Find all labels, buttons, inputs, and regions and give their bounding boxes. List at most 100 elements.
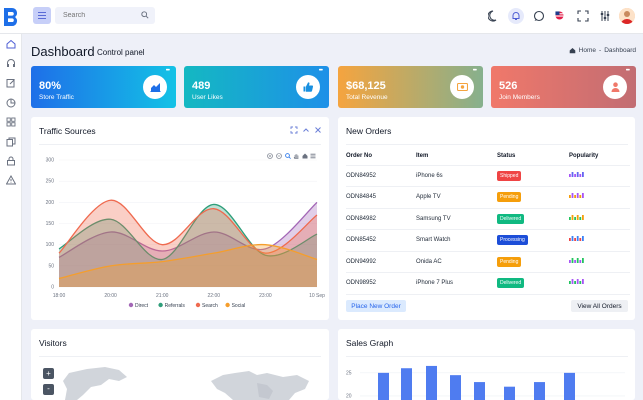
close-icon[interactable] bbox=[314, 126, 322, 134]
popularity-sparkline bbox=[569, 257, 584, 263]
breadcrumb-home-link[interactable]: Home bbox=[578, 47, 597, 54]
divider bbox=[39, 356, 321, 357]
grid-icon[interactable] bbox=[6, 117, 16, 127]
bar[interactable] bbox=[450, 375, 461, 400]
chart-menu-icon[interactable] bbox=[310, 153, 316, 159]
lock-icon[interactable] bbox=[6, 156, 16, 166]
dark-mode-moon-icon[interactable] bbox=[488, 10, 500, 22]
money-icon bbox=[456, 83, 468, 91]
stat-card-total-revenue[interactable]: ••• $68,125 Total Revenue bbox=[338, 66, 483, 108]
legend-label[interactable]: Social bbox=[232, 303, 246, 309]
zoom-out-icon[interactable] bbox=[276, 153, 282, 159]
order-id[interactable]: ODN84982 bbox=[346, 208, 416, 230]
status-badge: Processing bbox=[497, 235, 528, 246]
legend-marker[interactable] bbox=[195, 302, 201, 308]
bar[interactable] bbox=[474, 382, 485, 400]
more-options-icon[interactable]: ••• bbox=[165, 68, 170, 74]
legend-marker[interactable] bbox=[158, 302, 163, 308]
bar[interactable] bbox=[378, 372, 389, 400]
headphones-icon[interactable] bbox=[6, 58, 16, 68]
legend-label[interactable]: Referrals bbox=[165, 303, 186, 309]
more-options-icon[interactable]: ••• bbox=[625, 68, 630, 74]
view-all-orders-button[interactable]: View All Orders bbox=[571, 300, 628, 312]
menu-toggle-button[interactable] bbox=[33, 7, 51, 24]
series-line-direct[interactable] bbox=[58, 201, 318, 258]
home-icon[interactable] bbox=[6, 39, 16, 49]
map-zoom-in-button[interactable]: + bbox=[43, 368, 54, 379]
collapse-icon[interactable] bbox=[302, 126, 310, 134]
status-badge: Shipped bbox=[497, 170, 522, 181]
edit-icon[interactable] bbox=[6, 78, 16, 88]
stat-card-store-traffic[interactable]: ••• 80% Store Traffic bbox=[31, 66, 176, 108]
series-area-social[interactable] bbox=[59, 244, 317, 287]
map-zoom-out-button[interactable]: - bbox=[43, 384, 54, 395]
column-header[interactable]: Order No bbox=[346, 147, 416, 166]
search-icon[interactable] bbox=[141, 11, 149, 19]
popularity-cell bbox=[569, 229, 630, 252]
warning-icon[interactable] bbox=[6, 175, 16, 185]
bar[interactable] bbox=[534, 382, 545, 400]
stat-label: Store Traffic bbox=[39, 94, 74, 101]
table-row[interactable]: ODN84982 Samsung TV Delivered bbox=[346, 208, 630, 230]
sidebar bbox=[0, 34, 22, 400]
column-header[interactable]: Popularity bbox=[569, 147, 630, 166]
order-id[interactable]: ODN85452 bbox=[346, 229, 416, 252]
legend-marker[interactable] bbox=[225, 302, 230, 308]
magnifier-icon[interactable] bbox=[285, 153, 291, 159]
stat-card-join-members[interactable]: ••• 526 Join Members bbox=[491, 66, 636, 108]
series-line-referrals[interactable] bbox=[58, 203, 318, 261]
table-row[interactable]: ODN85452 Smart Watch Processing bbox=[346, 229, 630, 252]
status-badge: Delivered bbox=[497, 213, 525, 224]
visitors-card: Visitors + - bbox=[31, 329, 329, 400]
order-id[interactable]: ODN98952 bbox=[346, 272, 416, 295]
bar[interactable] bbox=[426, 365, 437, 400]
bar[interactable] bbox=[504, 386, 515, 400]
table-row[interactable]: ODN84952 iPhone 6s Shipped bbox=[346, 165, 630, 187]
logo[interactable] bbox=[2, 6, 20, 28]
legend-marker[interactable] bbox=[128, 302, 134, 308]
column-header[interactable]: Status bbox=[497, 147, 569, 166]
fullscreen-icon[interactable] bbox=[577, 10, 589, 22]
zoom-in-icon[interactable] bbox=[267, 153, 273, 159]
more-options-icon[interactable]: ••• bbox=[472, 68, 477, 74]
stat-card-user-likes[interactable]: ••• 489 User Likes bbox=[184, 66, 329, 108]
flag-icon[interactable] bbox=[555, 11, 564, 20]
reset-home-icon[interactable] bbox=[302, 153, 308, 159]
place-new-order-button[interactable]: Place New Order bbox=[346, 300, 406, 312]
settings-sliders-icon[interactable] bbox=[599, 10, 611, 22]
user-avatar[interactable] bbox=[619, 8, 635, 24]
card-title: New Orders bbox=[346, 126, 392, 136]
series-line-search[interactable] bbox=[58, 199, 318, 254]
copy-icon[interactable] bbox=[6, 137, 16, 147]
breadcrumb-home-icon[interactable] bbox=[569, 47, 576, 54]
legend-label[interactable]: Direct bbox=[135, 303, 149, 309]
order-item: iPhone 6s bbox=[416, 165, 497, 187]
order-id[interactable]: ODN84845 bbox=[346, 186, 416, 209]
world-map[interactable] bbox=[61, 359, 329, 400]
notifications-button[interactable] bbox=[508, 8, 524, 24]
stat-icon-circle bbox=[143, 75, 167, 99]
expand-icon[interactable] bbox=[290, 126, 298, 134]
series-line-social[interactable] bbox=[58, 243, 318, 280]
table-row[interactable]: ODN98952 iPhone 7 Plus Delivered bbox=[346, 272, 630, 295]
pan-hand-icon[interactable] bbox=[293, 153, 299, 159]
popularity-cell bbox=[569, 186, 630, 209]
column-header[interactable]: Item bbox=[416, 147, 497, 166]
y-tick-label: 100 bbox=[46, 242, 55, 248]
bar[interactable] bbox=[401, 368, 412, 400]
divider bbox=[346, 144, 628, 145]
order-id[interactable]: ODN94992 bbox=[346, 251, 416, 273]
series-area-search[interactable] bbox=[59, 200, 317, 287]
pie-chart-icon[interactable] bbox=[6, 98, 16, 108]
search-input[interactable] bbox=[63, 10, 143, 21]
bar[interactable] bbox=[564, 372, 575, 400]
order-id[interactable]: ODN84952 bbox=[346, 165, 416, 187]
table-row[interactable]: ODN94992 Onida AC Pending bbox=[346, 251, 630, 273]
series-area-direct[interactable] bbox=[59, 202, 317, 287]
popularity-sparkline bbox=[569, 279, 584, 285]
chat-icon[interactable] bbox=[533, 10, 545, 22]
series-area-referrals[interactable] bbox=[59, 204, 317, 287]
table-row[interactable]: ODN84845 Apple TV Pending bbox=[346, 186, 630, 209]
legend-label[interactable]: Search bbox=[202, 303, 218, 309]
more-options-icon[interactable]: ••• bbox=[318, 68, 323, 74]
